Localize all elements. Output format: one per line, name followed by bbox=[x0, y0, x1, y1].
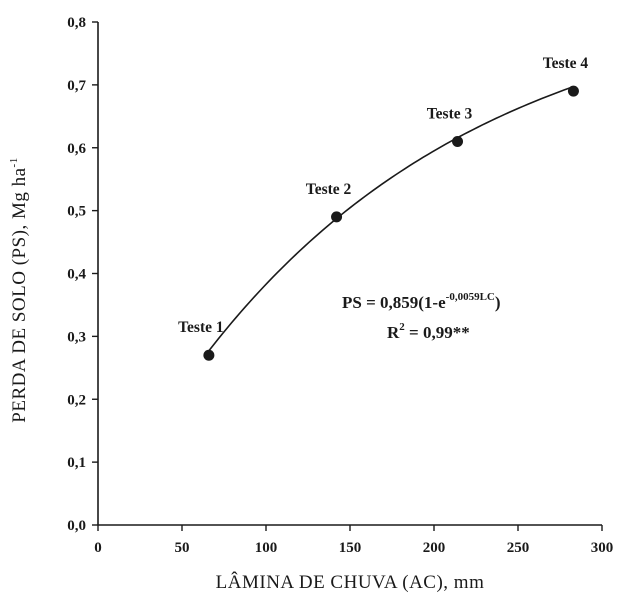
data-point bbox=[567, 85, 579, 97]
point-label: Teste 1 bbox=[178, 319, 224, 336]
fit-curve bbox=[208, 85, 574, 352]
point-label: Teste 4 bbox=[543, 55, 589, 72]
x-axis-label: LÂMINA DE CHUVA (AC), mm bbox=[216, 571, 485, 593]
x-tick-label: 150 bbox=[339, 540, 362, 556]
y-tick-label: 0,0 bbox=[67, 518, 86, 534]
y-tick-label: 0,1 bbox=[67, 455, 86, 471]
x-tick-label: 0 bbox=[94, 540, 102, 556]
point-label: Teste 2 bbox=[306, 181, 352, 198]
data-point bbox=[452, 135, 464, 147]
equation-line-1: PS = 0,859(1-e-0,0059LC) bbox=[342, 291, 501, 312]
axes bbox=[97, 22, 602, 526]
y-tick-label: 0,5 bbox=[67, 204, 86, 220]
data-point bbox=[331, 211, 343, 223]
x-tick-label: 200 bbox=[423, 540, 446, 556]
x-tick-label: 50 bbox=[175, 540, 190, 556]
x-tick-label: 250 bbox=[507, 540, 530, 556]
y-tick-label: 0,7 bbox=[67, 78, 86, 94]
y-tick-label: 0,3 bbox=[67, 329, 86, 345]
ticks: 0,0 0,1 0,2 0,3 0,4 0,5 0,6 0,7 0,8 0 50 100 150 200 2… bbox=[67, 15, 613, 556]
point-labels: Teste 1 Teste 2 Teste 3 Teste 4 bbox=[178, 55, 588, 336]
y-tick-label: 0,6 bbox=[67, 141, 86, 157]
x-tick-label: 100 bbox=[255, 540, 278, 556]
y-tick-label: 0,2 bbox=[67, 392, 86, 408]
point-label: Teste 3 bbox=[427, 105, 473, 122]
data-point bbox=[203, 349, 215, 361]
data-points bbox=[203, 85, 579, 361]
equation-line-2: R2 = 0,99** bbox=[387, 321, 470, 342]
y-tick-label: 0,8 bbox=[67, 15, 86, 31]
y-axis-label: PERDA DE SOLO (PS), Mg ha-1 bbox=[8, 157, 30, 422]
x-tick-label: 300 bbox=[591, 540, 614, 556]
y-tick-label: 0,4 bbox=[67, 267, 86, 283]
